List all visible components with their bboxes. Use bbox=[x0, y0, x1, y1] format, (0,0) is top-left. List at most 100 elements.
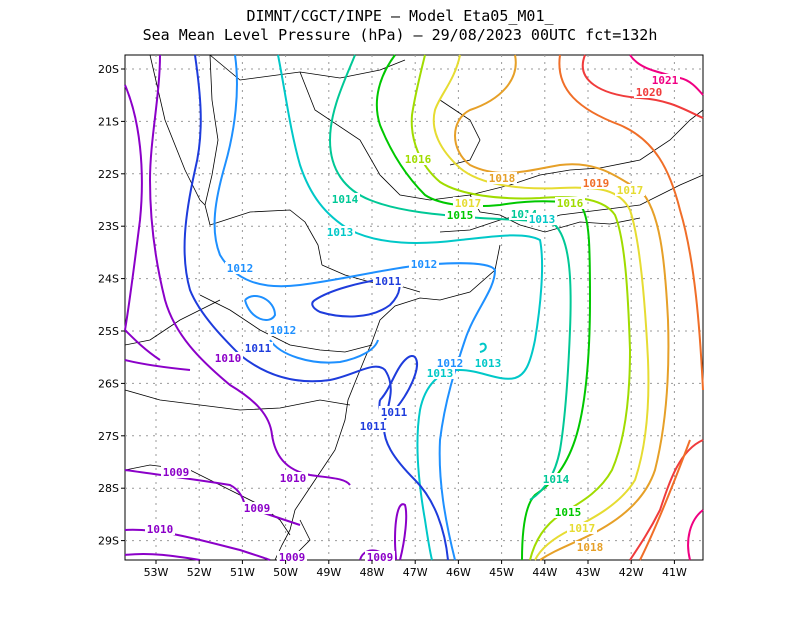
lon-label: 41W bbox=[662, 566, 687, 579]
isobar-label-bg bbox=[581, 177, 611, 189]
isobar-label: 1009 bbox=[279, 551, 306, 564]
lon-label: 50W bbox=[273, 566, 298, 579]
isobar-label-bg bbox=[650, 74, 680, 86]
isobar-label-bg bbox=[242, 502, 272, 514]
isobar-label: 1018 bbox=[577, 541, 604, 554]
lat-label: 22S bbox=[98, 168, 119, 181]
isobar-label: 1016 bbox=[557, 197, 584, 210]
lat-label: 26S bbox=[98, 377, 119, 390]
isobar-label: 1020 bbox=[636, 86, 663, 99]
lon-label: 43W bbox=[576, 566, 601, 579]
state-border-go bbox=[209, 54, 406, 81]
isobar-label: 1015 bbox=[447, 209, 474, 222]
lon-label: 49W bbox=[316, 566, 341, 579]
title-line-1: DIMNT/CGCT/INPE – Model Eta05_M01_ bbox=[246, 7, 554, 25]
isobar-label: 1009 bbox=[367, 551, 394, 564]
state-border-ms bbox=[149, 54, 206, 206]
isobar-label-bg bbox=[634, 86, 664, 98]
isobar-label-bg bbox=[225, 262, 255, 274]
isobar-label: 1017 bbox=[455, 197, 482, 210]
isobar-label: 1011 bbox=[360, 420, 387, 433]
isobar-label-bg bbox=[277, 551, 307, 563]
latitude-axis-labels: 20S 21S 22S 23S 24S 25S 26S 27S 28S 29S bbox=[98, 63, 125, 548]
isobar-label: 1012 bbox=[437, 357, 464, 370]
lat-label: 20S bbox=[98, 63, 119, 76]
isobar-label-bg bbox=[553, 506, 583, 518]
isobar-label-bg bbox=[330, 193, 360, 205]
coast-south bbox=[274, 244, 501, 561]
state-border-rj bbox=[469, 194, 641, 233]
isobar-label: 1021 bbox=[652, 74, 679, 87]
isobar-label-bg bbox=[445, 209, 475, 221]
isobar-label-bg bbox=[487, 172, 517, 184]
lon-label: 47W bbox=[403, 566, 428, 579]
longitude-axis-labels: 53W 52W 51W 50W 49W 48W 47W 46W 45W 44W 43W 42W 41W bbox=[144, 560, 687, 579]
isobar-label-bg bbox=[379, 406, 409, 418]
state-border-mg-sp bbox=[204, 54, 323, 266]
isobar-label: 1009 bbox=[163, 466, 190, 479]
lon-label: 45W bbox=[489, 566, 514, 579]
lon-label: 53W bbox=[144, 566, 169, 579]
lon-label: 46W bbox=[446, 566, 471, 579]
isobar-label-bg bbox=[358, 420, 388, 432]
isobar-label-bg bbox=[161, 466, 191, 478]
title-line-2: Sea Mean Level Pressure (hPa) – 29/08/20… bbox=[142, 26, 658, 44]
isobar-label: 1014 bbox=[332, 193, 359, 206]
isobar-label: 1010 bbox=[215, 352, 242, 365]
isobar-label-bg bbox=[403, 153, 433, 165]
river-mg bbox=[439, 99, 481, 166]
coastline-and-borders bbox=[124, 54, 704, 561]
isobar-label-bg bbox=[278, 472, 308, 484]
isobar-label-bg bbox=[145, 523, 175, 535]
isobar-label: 1019 bbox=[583, 177, 610, 190]
isobar-label: 1013 bbox=[327, 226, 354, 239]
isobar-label-bg bbox=[409, 258, 439, 270]
lat-lon-grid bbox=[125, 55, 703, 560]
lat-label: 24S bbox=[98, 273, 119, 286]
lon-label: 52W bbox=[187, 566, 212, 579]
isobar-label: 1012 bbox=[411, 258, 438, 271]
isobar-label-bg bbox=[453, 197, 483, 209]
isobar-label-bg bbox=[243, 342, 273, 354]
state-border-sp-mg bbox=[299, 71, 704, 201]
isobar-label: 1012 bbox=[227, 262, 254, 275]
isobar-label-bg bbox=[325, 226, 355, 238]
isobar-label-bg bbox=[555, 197, 585, 209]
lon-label: 42W bbox=[619, 566, 644, 579]
isobar-label: 1013 bbox=[529, 213, 556, 226]
map-frame bbox=[124, 54, 704, 561]
border-argentina bbox=[124, 299, 221, 346]
lat-label: 29S bbox=[98, 535, 119, 548]
lon-label: 44W bbox=[532, 566, 557, 579]
lat-label: 27S bbox=[98, 430, 119, 443]
isobars bbox=[124, 54, 704, 561]
lat-label: 23S bbox=[98, 220, 119, 233]
isobar-label: 1011 bbox=[375, 275, 402, 288]
isobar-label-bg bbox=[213, 352, 243, 364]
lon-label: 51W bbox=[230, 566, 255, 579]
lat-label: 21S bbox=[98, 115, 119, 128]
isobar-label: 1014 bbox=[543, 473, 570, 486]
isobar-label-bg bbox=[425, 367, 455, 379]
isobar-label-bg bbox=[575, 541, 605, 553]
isobar-label: 1018 bbox=[489, 172, 516, 185]
isobar-label: 1017 bbox=[617, 184, 644, 197]
isobar-label: 1009 bbox=[244, 502, 271, 515]
isobar-label: 1015 bbox=[555, 506, 582, 519]
isobar-label-bg bbox=[567, 522, 597, 534]
isobar-labels: 1021102010191018101710161016101710151014… bbox=[145, 74, 680, 564]
isobar-label: 1013 bbox=[427, 367, 454, 380]
isobar-label: 1013 bbox=[475, 357, 502, 370]
lat-label: 28S bbox=[98, 482, 119, 495]
isobar-label: 1016 bbox=[405, 153, 432, 166]
isobar-label-bg bbox=[268, 324, 298, 336]
isobar-label: 1012 bbox=[270, 324, 297, 337]
isobar-label: 1010 bbox=[280, 472, 307, 485]
state-border-pr-sc bbox=[199, 294, 373, 353]
isobar-label-bg bbox=[435, 357, 465, 369]
coast-sp bbox=[439, 174, 704, 233]
lagoa-dos-patos bbox=[294, 519, 311, 556]
isobar-label-bg bbox=[541, 473, 571, 485]
isobar-label: 1017 bbox=[569, 522, 596, 535]
border-uruguay bbox=[124, 464, 291, 536]
